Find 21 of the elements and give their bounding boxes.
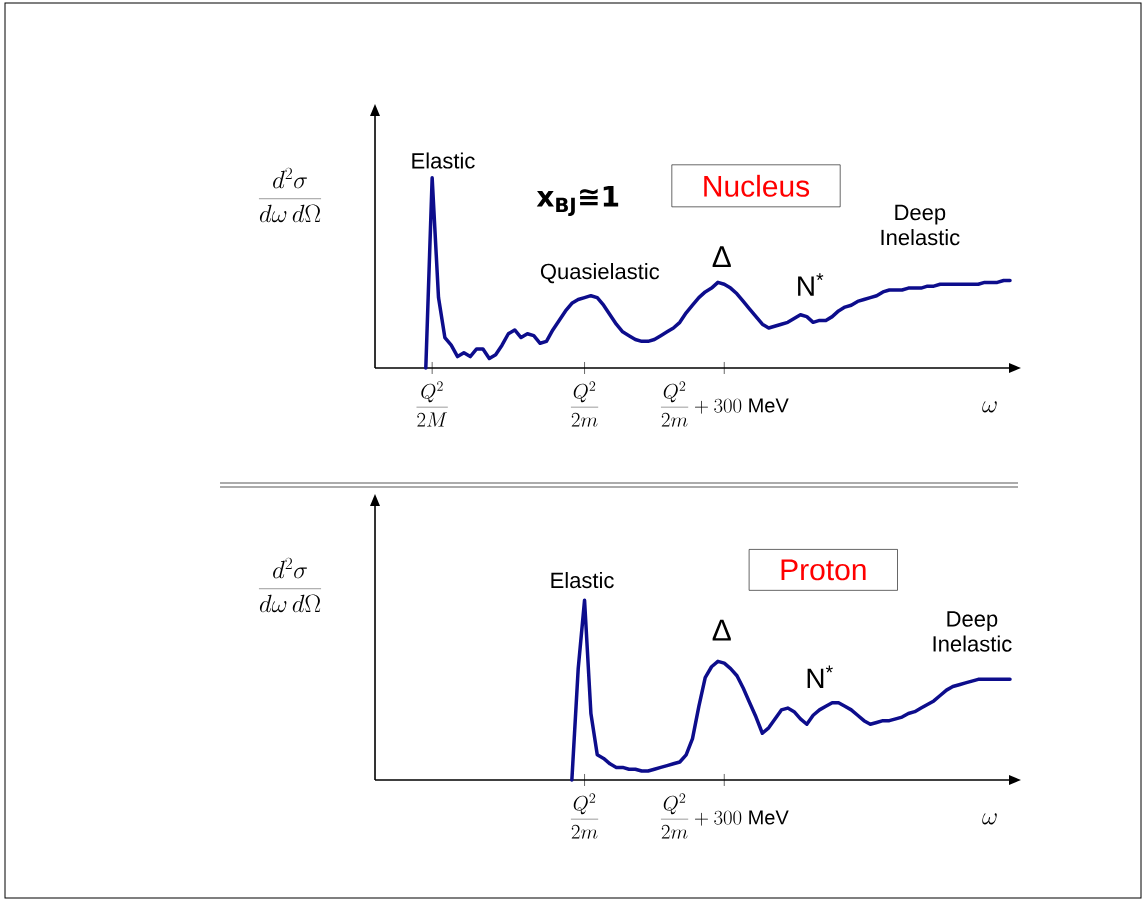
y-axis-title: $\frac{d^{2}\sigma}{d\omega\, d\Omega}$ — [258, 557, 322, 613]
x-axis-title: $\omega$ — [982, 401, 997, 413]
annotation: Quasielastic — [540, 263, 660, 284]
x-tick-label: $\frac{Q^{2}}{2M}$ — [416, 381, 448, 427]
text: Elastic — [551, 571, 614, 589]
annotation: N$^{*}$ — [798, 273, 824, 296]
x-tick-label: $\frac{Q^{2}}{2m}+300\ \mathrm{MeV}$ — [660, 381, 789, 427]
annotation: Δ — [712, 619, 731, 641]
x-tick-label: $\frac{Q^{2}}{2m}+300\ \mathrm{MeV}$ — [660, 793, 789, 839]
y-axis-title: $\frac{d^{2}\sigma}{d\omega\, d\Omega}$ — [258, 167, 322, 223]
chart-title: Proton — [781, 559, 866, 581]
annotation: Δ — [712, 246, 731, 267]
x-tick-label: $\frac{Q^{2}}{2m}$ — [570, 793, 599, 839]
x-axis-title: $\omega$ — [982, 813, 997, 825]
x-tick-label: $\frac{Q^{2}}{2m}$ — [570, 381, 599, 427]
annotation: x$_{BJ}$≅1 — [536, 185, 619, 217]
chart-title: Nucleus — [704, 174, 810, 197]
annotation: Deep Inelastic — [881, 204, 960, 246]
annotation: Deep Inelastic — [933, 611, 1012, 652]
annotation: N$^{*}$ — [807, 665, 833, 689]
text: Elastic — [412, 152, 475, 169]
